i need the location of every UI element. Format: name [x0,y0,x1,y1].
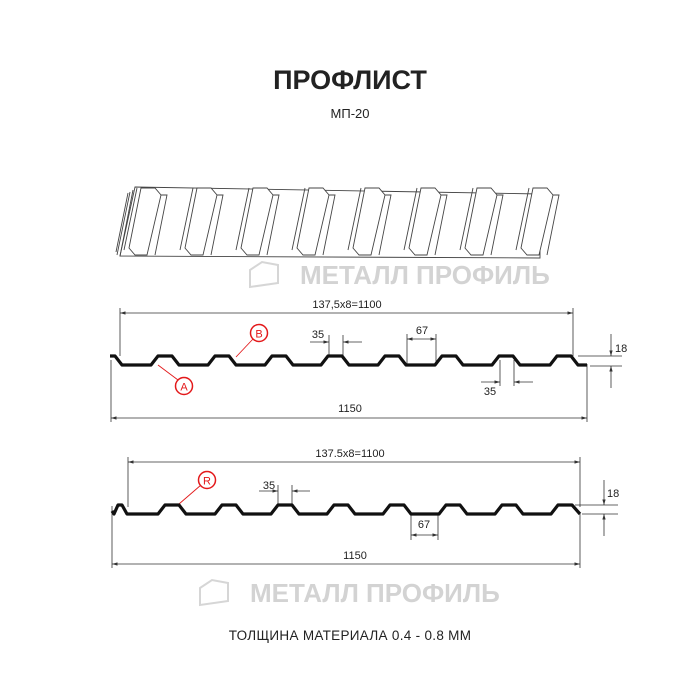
height-dimension: 18 [615,343,627,355]
material-thickness-note: ТОЛЩИНА МАТЕРИАЛА 0.4 - 0.8 ММ [229,628,472,643]
svg-text:МЕТАЛЛ ПРОФИЛЬ: МЕТАЛЛ ПРОФИЛЬ [250,578,500,608]
svg-text:A: A [180,382,188,394]
sheet-left-edge [115,189,134,257]
sheet-perspective-illustration [115,186,560,259]
page-title: ПРОФЛИСТ [273,65,427,95]
callout-r [197,470,217,490]
ridge-dimension: 35 [263,480,275,492]
sheet-corrugation [123,187,168,256]
svg-text:МЕТАЛЛ ПРОФИЛЬ: МЕТАЛЛ ПРОФИЛЬ [300,260,550,290]
profile-1: 137,5x8=1100 35 67 35 1150 18 B A [110,299,627,422]
callout-b [249,323,269,343]
sheet-corrugation [515,187,560,256]
sheet-corrugation [347,187,392,256]
watermark-1: МЕТАЛЛ ПРОФИЛЬ [249,260,550,290]
callout-a [174,376,194,396]
valley-dimension: 67 [416,325,428,337]
width-dimension: 1150 [343,550,367,562]
svg-text:B: B [255,329,262,341]
svg-text:R: R [203,476,211,488]
sheet-corrugation [291,187,336,256]
width-dimension: 1150 [338,403,362,415]
sheet-corrugation [235,187,280,256]
ridge-dimension: 35 [312,329,324,341]
page-subtitle: МП-20 [331,106,370,121]
sheet-corrugation [179,187,224,256]
sheet-corrugation [459,187,504,256]
watermark-2: МЕТАЛЛ ПРОФИЛЬ [199,578,500,608]
pitch-dimension: 137.5x8=1100 [315,448,384,460]
sheet-corrugation [403,187,448,256]
height-dimension: 18 [607,488,619,500]
ridge-dimension-lower: 35 [484,386,496,398]
valley-dimension: 67 [418,519,430,531]
profile-2: 137.5x8=1100 R 35 67 1150 18 [110,448,619,568]
pitch-dimension: 137,5x8=1100 [312,299,381,311]
